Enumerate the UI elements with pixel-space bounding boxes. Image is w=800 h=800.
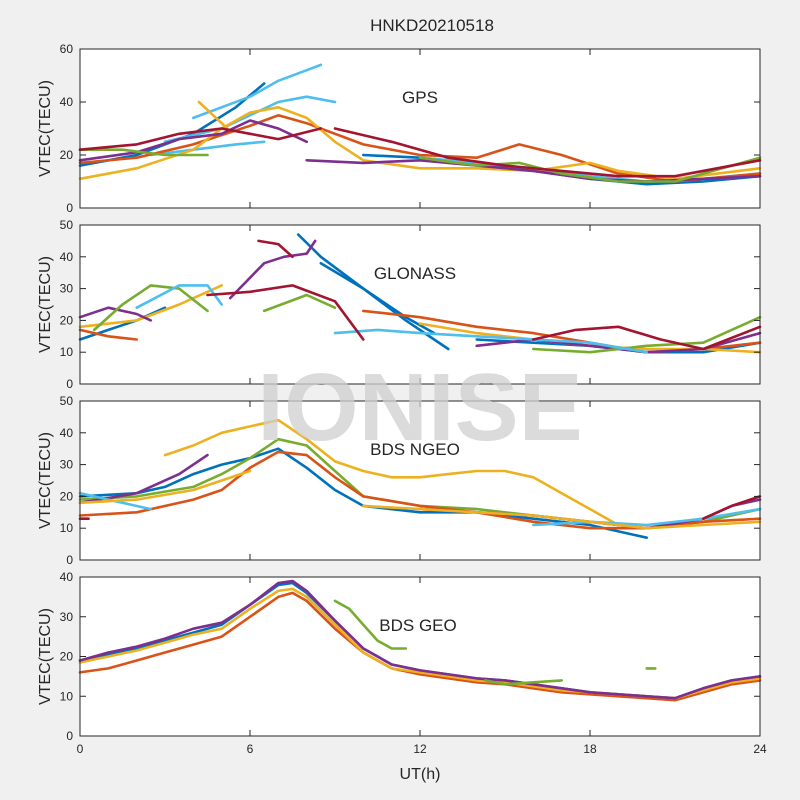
series-line-6 — [483, 679, 564, 686]
y-tick-label: 40 — [60, 250, 74, 264]
series-group — [78, 63, 762, 186]
series-line-5 — [333, 599, 408, 650]
series-line-5 — [78, 328, 138, 341]
series-line-5 — [78, 453, 209, 505]
y-tick-label: 30 — [60, 610, 74, 624]
y-tick-label: 40 — [60, 95, 74, 109]
series-line-1 — [163, 418, 620, 527]
y-axis-label: VTEC(TECU) — [37, 608, 54, 705]
series-line-10 — [228, 239, 317, 300]
plot-area — [80, 225, 760, 384]
plot-area — [80, 577, 760, 736]
series-line-10 — [701, 495, 762, 521]
series-line-15 — [333, 127, 762, 178]
y-tick-label: 10 — [60, 345, 74, 359]
y-tick-label: 50 — [60, 394, 74, 408]
series-line-19 — [531, 325, 762, 351]
series-line-4 — [163, 95, 337, 144]
panel-label: BDS NGEO — [370, 440, 460, 459]
series-line-3 — [192, 63, 323, 120]
y-tick-label: 20 — [60, 313, 74, 327]
y-tick-label: 0 — [66, 553, 73, 567]
x-tick-label: 6 — [247, 742, 254, 756]
figure-title: HNKD20210518 — [370, 16, 494, 35]
series-line-18 — [206, 284, 365, 341]
y-tick-label: 20 — [60, 650, 74, 664]
series-line-13 — [262, 293, 337, 313]
series-line-12 — [361, 504, 762, 530]
y-tick-label: 40 — [60, 426, 74, 440]
y-tick-label: 30 — [60, 282, 74, 296]
series-line-9 — [197, 100, 229, 130]
panel-3: 0 10 20 30 40 50 VTEC(TECU) BDS NGEO — [37, 394, 762, 567]
series-line-16 — [333, 328, 649, 354]
y-tick-label: 20 — [60, 148, 74, 162]
y-tick-label: 0 — [66, 729, 73, 743]
series-group — [78, 233, 762, 354]
plot-area — [80, 401, 760, 560]
y-tick-label: 40 — [60, 570, 74, 584]
series-line-5 — [149, 140, 266, 157]
panel-label: GPS — [402, 88, 438, 107]
y-tick-label: 0 — [66, 377, 73, 391]
y-axis-label: VTEC(TECU) — [37, 80, 54, 177]
y-tick-label: 10 — [60, 521, 74, 535]
series-line-8 — [531, 507, 762, 527]
series-line-2 — [78, 447, 649, 540]
watermark: IONISE — [257, 354, 582, 461]
panel-label: GLONASS — [374, 264, 456, 283]
y-tick-label: 0 — [66, 201, 73, 215]
series-line-14 — [531, 315, 762, 354]
series-line-4 — [78, 450, 762, 530]
series-group — [78, 418, 762, 540]
y-tick-label: 20 — [60, 489, 74, 503]
x-tick-label: 0 — [77, 742, 84, 756]
series-line-13 — [418, 156, 762, 183]
x-axis-label: UT(h) — [400, 766, 441, 783]
series-line-9 — [78, 306, 153, 322]
panel-2: 0 10 20 30 40 50 VTEC(TECU) GLONASS — [37, 218, 762, 391]
series-line-14 — [78, 127, 323, 151]
panel-4: 0 10 20 30 40 0 6 12 18 24 VTEC(TECU) BDS GEO — [37, 570, 767, 756]
x-tick-label: 12 — [413, 742, 427, 756]
y-tick-label: 10 — [60, 689, 74, 703]
x-tick-label: 18 — [583, 742, 597, 756]
panel-1: 0 20 40 60 VTEC(TECU) GPS — [37, 42, 762, 215]
y-tick-label: 50 — [60, 218, 74, 232]
series-line-3 — [319, 261, 436, 335]
y-tick-label: 60 — [60, 42, 74, 56]
series-line-7 — [78, 284, 223, 329]
series-line-4 — [78, 579, 762, 700]
series-line-12 — [78, 148, 209, 157]
series-line-11 — [78, 469, 252, 505]
series-line-12 — [92, 284, 209, 332]
y-tick-label: 30 — [60, 458, 74, 472]
series-line-7 — [78, 491, 153, 511]
series-line-8 — [78, 106, 762, 181]
panel-label: BDS GEO — [379, 616, 456, 635]
series-group — [78, 579, 762, 702]
y-axis-label: VTEC(TECU) — [37, 432, 54, 529]
y-axis-label: VTEC(TECU) — [37, 256, 54, 353]
x-tick-label: 24 — [753, 742, 767, 756]
series-line-17 — [257, 239, 294, 259]
